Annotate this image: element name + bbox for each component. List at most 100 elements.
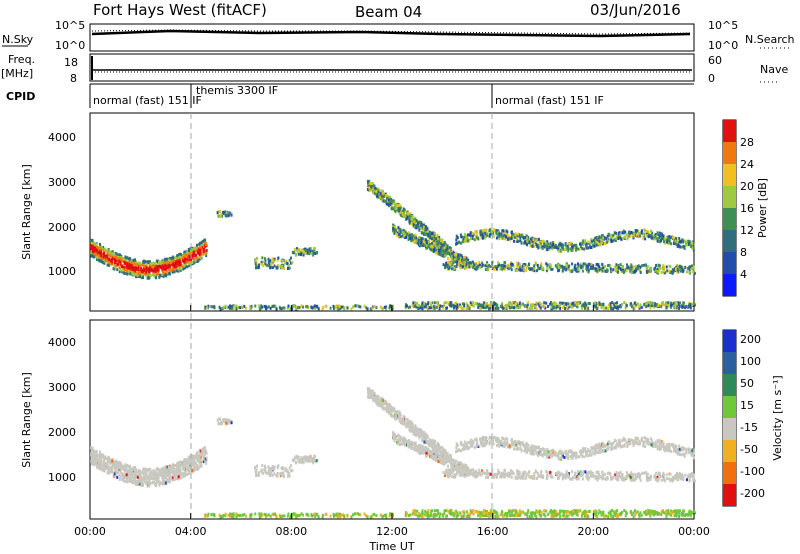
- power-cell: [609, 267, 612, 271]
- velocity-cell: [123, 479, 126, 483]
- power-cell: [408, 220, 411, 224]
- power-cell: [407, 306, 410, 310]
- velocity-cell: [171, 468, 174, 472]
- power-cell: [462, 307, 465, 311]
- power-cell: [456, 305, 459, 309]
- power-cell: [551, 247, 554, 251]
- power-cell: [522, 267, 525, 271]
- power-cell: [179, 267, 182, 271]
- power-cell: [276, 264, 279, 268]
- power-cell: [475, 263, 478, 267]
- power-cell: [172, 262, 175, 266]
- velocity-cell: [134, 466, 137, 470]
- velocity-cell: [167, 478, 170, 482]
- power-cell: [582, 304, 585, 308]
- velocity-cell: [286, 469, 289, 473]
- power-cell: [533, 264, 536, 268]
- power-cell: [142, 267, 145, 271]
- power-cell: [175, 260, 178, 264]
- power-cell: [667, 241, 670, 245]
- velocity-cell: [142, 472, 145, 476]
- velocity-cell: [203, 446, 206, 450]
- velocity-cell: [398, 413, 401, 417]
- power-cell: [446, 244, 449, 248]
- power-cell: [573, 301, 576, 305]
- velocity-cell: [202, 460, 205, 464]
- power-cell: [561, 301, 564, 305]
- power-cell: [168, 263, 171, 267]
- power-cell: [105, 258, 108, 262]
- power-cell: [624, 306, 627, 310]
- power-cell: [492, 301, 495, 305]
- velocity-cell: [135, 468, 138, 472]
- velocity-cell: [205, 456, 208, 460]
- power-cell: [652, 302, 655, 306]
- power-cell: [200, 240, 203, 244]
- velocity-cell: [155, 480, 158, 484]
- velocity-cell: [178, 466, 181, 470]
- power-cell: [596, 238, 599, 242]
- power-cell: [516, 303, 519, 307]
- power-cell: [636, 229, 639, 233]
- power-cell: [604, 269, 607, 273]
- power-cell: [180, 254, 183, 258]
- power-cell: [486, 262, 489, 266]
- power-cell: [577, 302, 580, 306]
- velocity-cell: [155, 467, 158, 471]
- power-cell: [195, 253, 198, 257]
- power-cell: [527, 301, 530, 305]
- power-cell: [587, 265, 590, 269]
- power-cell: [513, 306, 516, 310]
- power-cell: [630, 263, 633, 267]
- power-cell: [264, 305, 267, 309]
- velocity-cell: [131, 468, 134, 472]
- velocity-cell: [115, 470, 118, 474]
- power-cell: [416, 237, 419, 241]
- power-cell: [526, 240, 529, 244]
- power-cell: [115, 255, 118, 259]
- velocity-cell: [194, 454, 197, 458]
- power-cell: [178, 253, 181, 257]
- power-cell: [632, 267, 635, 271]
- power-cell: [457, 241, 460, 245]
- power-cell: [646, 264, 649, 268]
- power-cell: [634, 265, 637, 269]
- power-cell: [468, 238, 471, 242]
- power-cell: [170, 259, 173, 263]
- velocity-cell: [103, 458, 106, 462]
- power-cell: [533, 241, 536, 245]
- power-cell: [294, 253, 297, 257]
- velocity-cell: [270, 469, 273, 473]
- power-cell: [433, 236, 436, 240]
- power-cell: [434, 304, 437, 308]
- power-cell: [610, 238, 613, 242]
- power-cell: [461, 265, 464, 269]
- power-cell: [451, 261, 454, 265]
- power-cell: [120, 256, 123, 260]
- power-cell: [273, 264, 276, 268]
- velocity-cell: [134, 471, 137, 475]
- power-cell: [203, 239, 206, 243]
- power-cell: [219, 307, 222, 311]
- power-cell: [477, 303, 480, 307]
- velocity-cell: [188, 459, 191, 463]
- power-cell: [577, 269, 580, 273]
- power-cell: [134, 267, 137, 271]
- power-cell: [369, 307, 372, 311]
- velocity-cell: [134, 475, 137, 479]
- power-cell: [645, 267, 648, 271]
- power-cell: [135, 272, 138, 276]
- power-cell: [666, 240, 669, 244]
- power-cell: [599, 302, 602, 306]
- power-cell: [419, 238, 422, 242]
- power-cell: [481, 233, 484, 237]
- power-cell: [573, 246, 576, 250]
- power-cell: [626, 236, 629, 240]
- power-cell: [286, 306, 289, 310]
- velocity-cell: [407, 421, 410, 425]
- power-cell: [534, 304, 537, 308]
- power-cell: [672, 270, 675, 274]
- power-cell: [584, 262, 587, 266]
- velocity-cell: [175, 477, 178, 481]
- power-cell: [134, 263, 137, 267]
